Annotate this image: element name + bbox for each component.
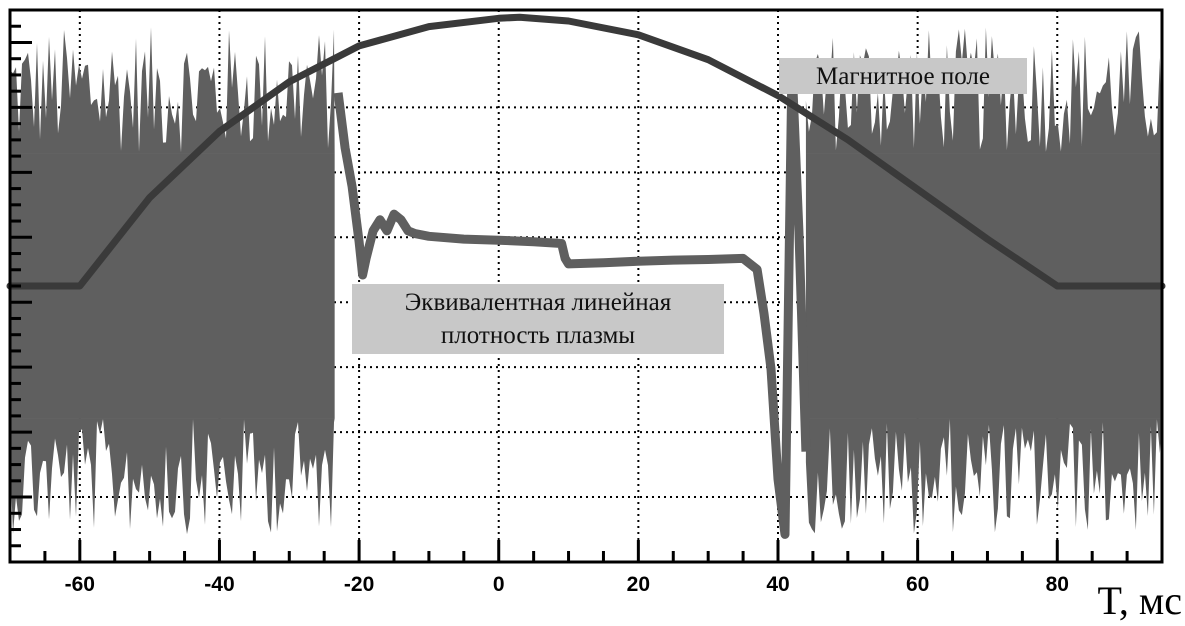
annotation-density: Эквивалентная линейная плотность плазмы bbox=[352, 284, 724, 354]
series-density bbox=[333, 60, 811, 539]
series-group bbox=[6, 13, 1166, 539]
x-tick-label: 0 bbox=[493, 573, 505, 596]
x-tick-label: 20 bbox=[627, 573, 650, 596]
x-tick-label: 80 bbox=[1046, 573, 1069, 596]
noise-spikes-top bbox=[805, 27, 1162, 154]
annotation-density-line2: плотность плазмы bbox=[441, 322, 635, 349]
annotation-density-bg bbox=[352, 284, 724, 354]
noise-spikes-top bbox=[10, 27, 335, 154]
tick-group: -60 -40 -20 0 20 40 60 80 bbox=[8, 8, 1164, 596]
x-tick-label: -60 bbox=[65, 573, 95, 596]
noise-spikes-bottom bbox=[805, 418, 1162, 534]
x-axis-label: T, мс bbox=[1097, 578, 1182, 623]
annotation-magnetic-field: Магнитное поле bbox=[779, 58, 1027, 94]
x-tick-label: -20 bbox=[344, 573, 374, 596]
x-tick-label: -40 bbox=[204, 573, 234, 596]
x-tick-label: 60 bbox=[906, 573, 929, 596]
noise-spikes-bottom bbox=[10, 418, 335, 535]
annotation-magnetic-field-text: Магнитное поле bbox=[816, 63, 990, 90]
annotation-density-line1: Эквивалентная линейная bbox=[405, 289, 672, 316]
series-magnetic-field bbox=[6, 13, 1166, 290]
x-tick-label: 40 bbox=[766, 573, 789, 596]
annotation-magnetic-field-bg bbox=[779, 58, 1027, 94]
